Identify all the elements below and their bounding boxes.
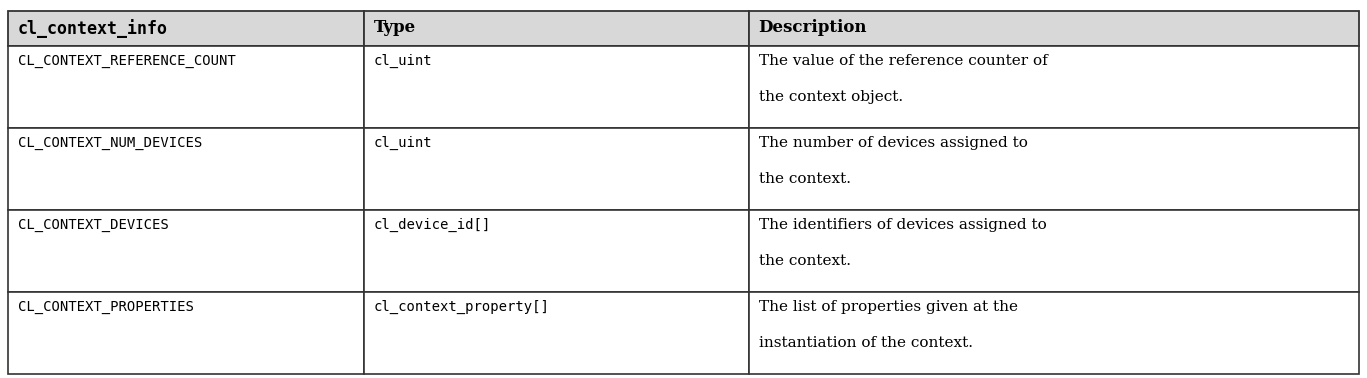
Text: CL_CONTEXT_DEVICES: CL_CONTEXT_DEVICES [18,218,168,232]
Text: The identifiers of devices assigned to: The identifiers of devices assigned to [759,218,1046,232]
Bar [364,11,749,46]
Text: cl_uint: cl_uint [373,54,432,68]
Text: cl_device_id[]: cl_device_id[] [373,218,491,232]
Bar [749,292,1359,374]
Bar [749,128,1359,210]
Text: The list of properties given at the: The list of properties given at the [759,300,1017,314]
Bar [364,292,749,374]
Text: Type: Type [373,19,416,36]
Bar [749,210,1359,292]
Text: the context object.: the context object. [759,90,902,104]
Bar [364,128,749,210]
Bar [749,11,1359,46]
Text: cl_context_property[]: cl_context_property[] [373,300,550,314]
Text: CL_CONTEXT_REFERENCE_COUNT: CL_CONTEXT_REFERENCE_COUNT [18,54,235,68]
Text: cl_uint: cl_uint [373,136,432,150]
Text: CL_CONTEXT_PROPERTIES: CL_CONTEXT_PROPERTIES [18,300,194,314]
Bar [8,210,364,292]
Bar [364,210,749,292]
Text: The value of the reference counter of: The value of the reference counter of [759,54,1047,68]
Text: cl_context_info: cl_context_info [18,19,168,38]
Bar [364,46,749,128]
Bar [749,46,1359,128]
Text: instantiation of the context.: instantiation of the context. [759,336,972,350]
Text: CL_CONTEXT_NUM_DEVICES: CL_CONTEXT_NUM_DEVICES [18,136,202,150]
Text: the context.: the context. [759,254,850,268]
Text: the context.: the context. [759,172,850,186]
Text: The number of devices assigned to: The number of devices assigned to [759,136,1028,150]
Bar [8,11,364,46]
Bar [8,128,364,210]
Bar [8,46,364,128]
Bar [8,292,364,374]
Text: Description: Description [759,19,867,36]
